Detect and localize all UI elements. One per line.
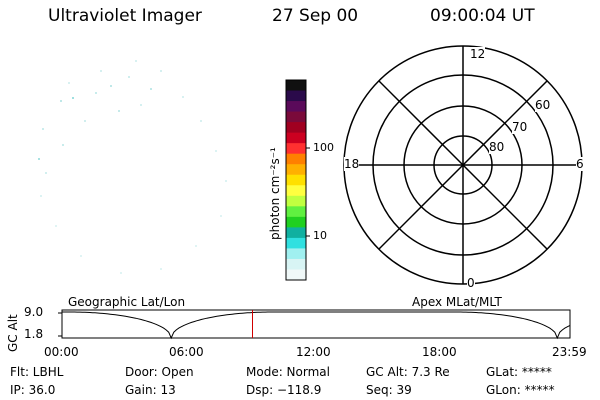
- x-tick-label-1200: 12:00: [296, 345, 331, 359]
- x-tick-label-0000: 00:00: [44, 345, 79, 359]
- colorbar-frame: [285, 79, 307, 281]
- uv-image-speckles: [38, 60, 227, 274]
- status-glon: GLon: *****: [486, 383, 555, 397]
- colorbar-cell: [286, 90, 306, 102]
- colorbar-cell: [286, 101, 306, 113]
- polar-label-18: 18: [344, 157, 360, 171]
- colorbar-cell: [286, 269, 306, 281]
- colorbar-cell: [286, 195, 306, 207]
- status-seq: Seq: 39: [366, 383, 412, 397]
- polar-diagonal-2: [378, 80, 548, 250]
- colorbar-cell: [286, 80, 306, 92]
- colorbar-tick-label-100: 100: [313, 141, 334, 154]
- altitude-curve: [62, 311, 571, 340]
- colorbar-cell: [286, 111, 306, 123]
- status-mode: Mode: Normal: [246, 365, 330, 379]
- colorbar-cell: [286, 132, 306, 144]
- colorbar-cell: [286, 153, 306, 165]
- polar-label-lat-80: 80: [489, 140, 505, 154]
- x-tick-label-1800: 18:00: [422, 345, 457, 359]
- status-door: Door: Open: [125, 365, 194, 379]
- colorbar-cell: [286, 237, 306, 249]
- colorbar-cell: [286, 143, 306, 155]
- status-ip: IP: 36.0: [10, 383, 56, 397]
- colorbar-cell: [286, 227, 306, 239]
- status-filter: Flt: LBHL: [10, 365, 64, 379]
- x-tick-label-2359: 23:59: [552, 345, 587, 359]
- geographic-lat-lon-label: Geographic Lat/Lon: [68, 295, 186, 309]
- status-dsp: Dsp: −118.9: [246, 383, 322, 397]
- altitude-panel-frame: [61, 309, 571, 339]
- polar-label-lat-60: 60: [535, 98, 551, 112]
- status-gc-alt: GC Alt: 7.3 Re: [366, 365, 450, 379]
- observation-date: 27 Sep 00: [272, 6, 359, 26]
- polar-label-12: 12: [470, 47, 486, 61]
- colorbar-tick-label-10: 10: [313, 229, 327, 242]
- colorbar-cell: [286, 174, 306, 186]
- polar-label-0: 0: [467, 276, 475, 290]
- colorbar-cell: [286, 185, 306, 197]
- x-tick-label-0600: 06:00: [169, 345, 204, 359]
- y-tick-label-1-8: 1.8: [24, 327, 44, 341]
- y-tick-label-9: 9.0: [24, 305, 44, 319]
- apex-mlat-mlt-label: Apex MLat/MLT: [412, 295, 502, 309]
- app-title: Ultraviolet Imager: [48, 6, 202, 26]
- colorbar-cell: [286, 206, 306, 218]
- observation-time: 09:00:04 UT: [430, 6, 535, 26]
- colorbar-cell: [286, 248, 306, 260]
- polar-label-6: 6: [576, 157, 584, 171]
- status-gain: Gain: 13: [125, 383, 176, 397]
- status-glat: GLat: *****: [486, 365, 552, 379]
- colorbar-cell: [286, 216, 306, 228]
- colorbar-cell: [286, 164, 306, 176]
- colorbar-cell: [286, 122, 306, 134]
- colorbar-cell: [286, 258, 306, 270]
- gc-alt-axis-label: GC Alt: [6, 314, 20, 352]
- polar-label-lat-70: 70: [512, 120, 528, 134]
